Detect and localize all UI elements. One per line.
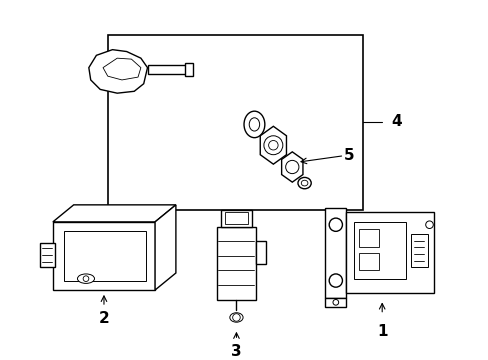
Bar — [256, 241, 265, 264]
Ellipse shape — [244, 111, 264, 138]
Circle shape — [328, 218, 342, 231]
Ellipse shape — [301, 180, 307, 186]
Bar — [346, 212, 433, 293]
Bar — [53, 222, 155, 290]
Text: 2: 2 — [99, 311, 109, 326]
Bar — [107, 35, 363, 210]
Circle shape — [285, 160, 298, 174]
Text: 5: 5 — [343, 148, 354, 163]
Ellipse shape — [297, 177, 310, 189]
Circle shape — [328, 274, 342, 287]
Circle shape — [264, 136, 282, 155]
Ellipse shape — [249, 118, 259, 131]
Bar — [358, 229, 379, 247]
Text: 3: 3 — [231, 344, 241, 359]
Text: 4: 4 — [391, 114, 402, 129]
Polygon shape — [155, 205, 176, 290]
Polygon shape — [281, 152, 303, 182]
Bar — [64, 231, 145, 280]
Bar — [325, 298, 346, 307]
Circle shape — [232, 314, 240, 321]
Bar — [216, 226, 256, 301]
Ellipse shape — [77, 274, 94, 283]
Bar — [224, 212, 247, 224]
Polygon shape — [89, 50, 147, 93]
Bar — [358, 253, 379, 270]
Polygon shape — [103, 58, 141, 80]
Bar — [40, 243, 55, 267]
Circle shape — [332, 300, 338, 305]
Bar — [221, 210, 251, 226]
Bar — [325, 208, 346, 298]
Bar — [353, 222, 405, 279]
Bar — [185, 63, 193, 76]
Polygon shape — [53, 205, 176, 222]
Bar — [410, 234, 427, 267]
Text: 1: 1 — [376, 324, 386, 339]
Circle shape — [425, 221, 432, 229]
Bar — [147, 65, 190, 74]
Circle shape — [83, 276, 89, 282]
Circle shape — [268, 140, 278, 150]
Polygon shape — [260, 126, 286, 164]
Ellipse shape — [229, 313, 243, 322]
